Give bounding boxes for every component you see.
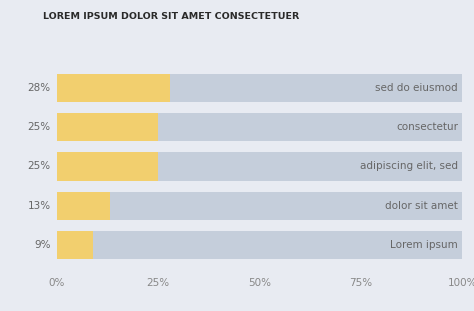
Bar <box>57 192 462 220</box>
Text: consectetur: consectetur <box>396 122 458 132</box>
Bar <box>57 231 93 259</box>
Text: adipiscing elit, sed: adipiscing elit, sed <box>360 161 458 171</box>
Text: 25%: 25% <box>27 161 51 171</box>
Bar <box>57 231 462 259</box>
Text: 13%: 13% <box>27 201 51 211</box>
Bar <box>57 113 462 141</box>
Bar <box>57 74 462 102</box>
Text: Lorem ipsum: Lorem ipsum <box>391 240 458 250</box>
Bar <box>57 152 158 181</box>
Bar <box>57 152 462 181</box>
Text: dolor sit amet: dolor sit amet <box>385 201 458 211</box>
Text: 9%: 9% <box>34 240 51 250</box>
Bar <box>57 192 109 220</box>
Bar <box>57 113 158 141</box>
Text: LOREM IPSUM DOLOR SIT AMET CONSECTETUER: LOREM IPSUM DOLOR SIT AMET CONSECTETUER <box>43 12 299 21</box>
Text: 28%: 28% <box>27 83 51 93</box>
Bar <box>57 74 170 102</box>
Text: 25%: 25% <box>27 122 51 132</box>
Text: sed do eiusmod: sed do eiusmod <box>375 83 458 93</box>
